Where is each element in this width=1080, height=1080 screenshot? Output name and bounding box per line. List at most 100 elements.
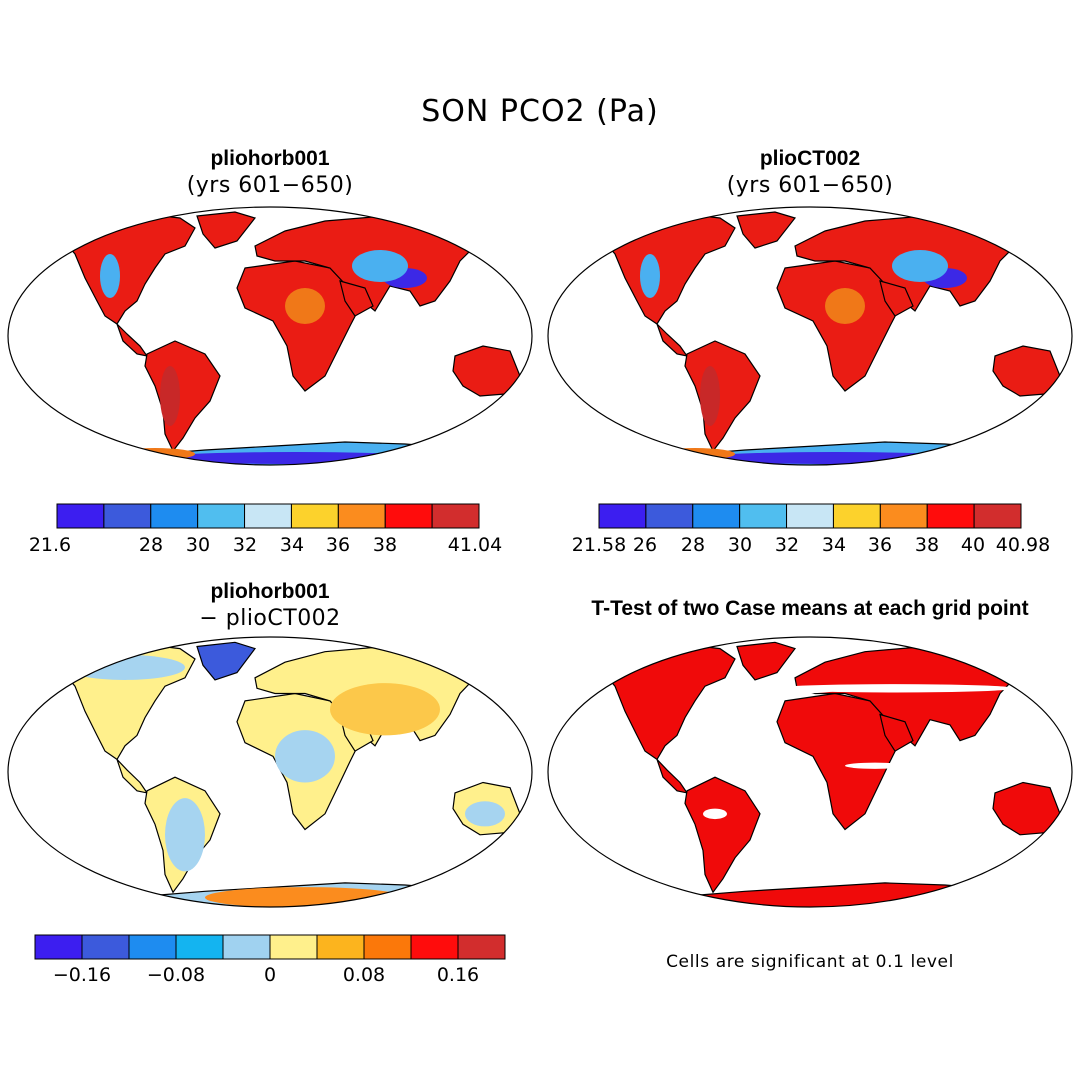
colorbar-swatch <box>739 503 788 529</box>
region-rockies <box>640 254 660 298</box>
significance-note: Cells are significant at 0.1 level <box>666 952 954 972</box>
continent-camerica <box>116 758 149 794</box>
continent-camerica <box>116 323 149 357</box>
colorbar-1-tick-label: 30 <box>185 534 211 556</box>
map-land-layer <box>602 211 1061 465</box>
map-boundary <box>547 636 1073 908</box>
region-antarctic-increase <box>205 887 405 907</box>
colorbar-panel-1 <box>56 503 480 529</box>
colorbar-3-tick-label: 0 <box>263 964 277 986</box>
region-arctic-decrease <box>65 654 185 680</box>
colorbar-swatch <box>316 934 365 960</box>
region-not-significant <box>775 684 1015 693</box>
colorbar-swatch <box>879 503 928 529</box>
colorbar-swatch <box>150 503 199 529</box>
region-samerica-decrease <box>165 798 205 872</box>
map-panel-4 <box>547 636 1073 908</box>
colorbar-swatch <box>832 503 881 529</box>
colorbar-1-tick-label: 21.6 <box>28 534 72 556</box>
continent-namerica <box>602 643 736 761</box>
panel-3-subtitle: − plioCT002 <box>199 606 341 631</box>
continent-camerica <box>656 758 689 794</box>
colorbar-2-tick-label: 36 <box>867 534 893 556</box>
map-panel-2 <box>547 206 1073 466</box>
region-antarctic-interior <box>695 452 975 464</box>
region-central-asia <box>892 250 948 282</box>
colorbar-swatch <box>692 503 741 529</box>
continent-arabia <box>879 280 914 317</box>
continent-namerica <box>602 213 736 325</box>
colorbar-2-tick-label: 28 <box>680 534 706 556</box>
region-andes <box>160 366 180 426</box>
panel-1-subtitle: (yrs 601−650) <box>186 173 354 198</box>
colorbar-1-tick-label: 36 <box>325 534 351 556</box>
continent-greenland <box>196 641 256 681</box>
continent-greenland <box>736 211 797 249</box>
continent-camerica <box>656 323 689 357</box>
region-not-significant <box>703 808 727 820</box>
colorbar-swatch <box>56 503 105 529</box>
panel-1-title: pliohorb001 <box>210 147 330 170</box>
colorbar-1-tick-label: 38 <box>372 534 398 556</box>
continent-samerica <box>684 340 761 453</box>
region-sahel <box>285 288 325 324</box>
region-antarctic-interior <box>155 452 435 464</box>
colorbar-1-tick-label: 41.04 <box>447 534 503 556</box>
colorbar-3-tick-label: −0.08 <box>146 964 206 986</box>
colorbar-2-tick-label: 34 <box>821 534 847 556</box>
colorbar-swatch <box>337 503 386 529</box>
region-andes <box>700 366 720 426</box>
region-africa-decrease <box>275 730 335 783</box>
continent-arabia <box>879 713 914 752</box>
colorbar-3-tick-label: 0.08 <box>342 964 386 986</box>
colorbar-3-tick-label: 0.16 <box>436 964 480 986</box>
panel-2-title: plioCT002 <box>759 147 861 170</box>
map-boundary <box>7 206 533 466</box>
region-asia-increase <box>330 683 440 736</box>
colorbar-swatch <box>973 503 1022 529</box>
colorbar-2-tick-label: 21.58 <box>571 534 627 556</box>
colorbar-3-tick-label: −0.16 <box>52 964 112 986</box>
colorbar-swatch <box>175 934 224 960</box>
continent-namerica <box>62 213 196 325</box>
colorbar-swatch <box>222 934 271 960</box>
continent-samerica <box>684 776 761 894</box>
colorbar-2-tick-label: 40 <box>960 534 986 556</box>
colorbar-swatch <box>269 934 318 960</box>
colorbar-swatch <box>457 934 506 960</box>
map-land-layer <box>602 641 1061 907</box>
continent-greenland <box>196 211 257 249</box>
colorbar-swatch <box>926 503 975 529</box>
colorbar-1-tick-label: 28 <box>138 534 164 556</box>
map-boundary <box>547 206 1073 466</box>
colorbar-1-tick-label: 34 <box>279 534 305 556</box>
colorbar-panel-2 <box>598 503 1022 529</box>
figure-title: SON PCO2 (Pa) <box>421 94 659 129</box>
panel-4-title: T-Test of two Case means at each grid po… <box>591 597 1029 620</box>
region-central-asia <box>352 250 408 282</box>
colorbar-1-tick-label: 32 <box>232 534 258 556</box>
colorbar-swatch <box>290 503 339 529</box>
colorbar-panel-3 <box>34 934 506 960</box>
colorbar-swatch <box>431 503 480 529</box>
colorbar-2-tick-label: 38 <box>914 534 940 556</box>
map-panel-1 <box>7 206 533 466</box>
colorbar-swatch <box>197 503 246 529</box>
colorbar-swatch <box>128 934 177 960</box>
colorbar-swatch <box>410 934 459 960</box>
region-not-significant <box>845 762 905 769</box>
colorbar-swatch <box>244 503 292 529</box>
panel-3-title: pliohorb001 <box>210 580 330 603</box>
map-boundary <box>7 636 533 908</box>
colorbar-2-tick-label: 32 <box>774 534 800 556</box>
region-rockies <box>100 254 120 298</box>
map-land-layer <box>62 641 521 907</box>
colorbar-swatch <box>103 503 152 529</box>
panel-2-subtitle: (yrs 601−650) <box>726 173 894 198</box>
colorbar-2-tick-label: 26 <box>632 534 658 556</box>
region-sahel <box>825 288 865 324</box>
continent-arabia <box>339 280 374 317</box>
continent-greenland <box>736 641 796 681</box>
colorbar-swatch <box>645 503 694 529</box>
colorbar-2-tick-label: 40.98 <box>995 534 1051 556</box>
